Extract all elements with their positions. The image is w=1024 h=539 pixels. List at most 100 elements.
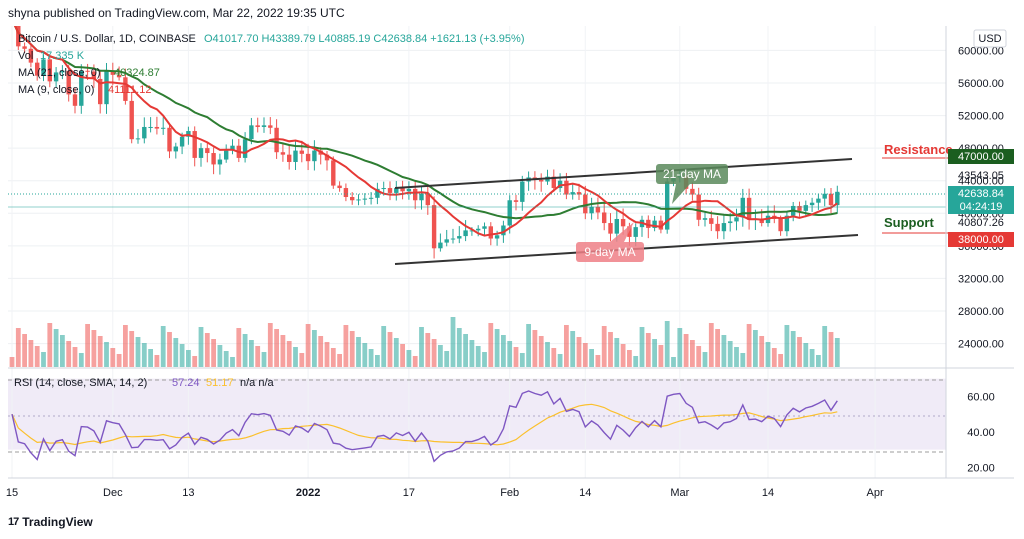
volume-bar	[167, 332, 172, 367]
volume-bar	[582, 343, 588, 367]
footer: 17 TradingView	[8, 515, 93, 529]
candle-body	[230, 145, 235, 151]
volume-bar	[771, 348, 777, 367]
volume-bar	[242, 334, 248, 367]
volume-bar	[217, 345, 223, 367]
candle-body	[721, 223, 727, 232]
candle-body	[816, 198, 821, 203]
candle-body	[431, 205, 437, 249]
volume-bar	[645, 333, 651, 367]
support-price-tag: 38000.00	[948, 232, 1014, 247]
candle-body	[646, 219, 651, 228]
volume-bar	[469, 340, 475, 367]
candle-body	[463, 230, 468, 237]
volume-bar	[803, 343, 809, 367]
legend-ma21-label: MA (21, close, 0)	[18, 67, 101, 79]
last-price-tag: 42638.84 04:24:19	[948, 186, 1014, 214]
legend-vol-value: 17.335 K	[40, 50, 85, 62]
volume-bar	[494, 329, 500, 367]
candle-body	[312, 150, 317, 162]
volume-bar	[47, 323, 53, 367]
volume-bar	[337, 354, 342, 367]
volume-bar	[60, 335, 65, 367]
candle-body	[595, 206, 601, 213]
time-tick-label: 13	[182, 487, 194, 499]
volume-bar	[324, 342, 330, 367]
volume-bar	[816, 355, 821, 367]
volume-bar	[463, 334, 468, 367]
candle-body	[173, 146, 178, 152]
rsi-na: n/a n/a	[240, 377, 275, 389]
candle-body	[476, 228, 481, 231]
candle-body	[362, 198, 367, 200]
ma21-line	[11, 19, 838, 220]
countdown-text: 04:24:19	[960, 201, 1003, 213]
volume-bar	[614, 338, 620, 367]
candle-body	[690, 188, 695, 195]
candle-body	[205, 148, 210, 154]
rsi-value-1: 57.24	[172, 377, 200, 389]
volume-bar	[249, 340, 254, 367]
volume-bar	[519, 353, 525, 367]
volume-bar	[444, 351, 450, 367]
volume-bar	[28, 340, 34, 367]
candle-body	[828, 193, 834, 206]
volume-bar	[362, 343, 368, 367]
volume-bar	[740, 353, 746, 367]
candles[interactable]	[9, 11, 840, 259]
candle-body	[47, 59, 52, 82]
volume-bar	[400, 344, 405, 367]
rsi-tick-label: 60.00	[967, 391, 995, 403]
volume-bar	[601, 326, 607, 367]
candle-body	[280, 152, 286, 155]
candle-body	[665, 181, 670, 230]
volume-bar	[91, 330, 97, 367]
candle-body	[66, 70, 71, 95]
volume-bar	[66, 341, 72, 367]
candle-body	[419, 193, 424, 201]
volume-bar	[22, 334, 27, 367]
volume-bar	[759, 336, 765, 367]
candle-body	[702, 218, 708, 220]
volume-bar	[526, 324, 531, 367]
volume-bar	[368, 349, 374, 367]
volume-bar	[778, 354, 783, 367]
candle-body	[740, 197, 745, 218]
price-chart[interactable]: 21-day MA 9-day MA 60000.00 56000.00 52000…	[0, 11, 1024, 516]
candle-body	[249, 125, 254, 140]
candle-body	[116, 74, 122, 78]
candle-body	[53, 72, 59, 82]
volume-bar	[349, 331, 355, 367]
volume-bar	[286, 341, 292, 367]
volume-bar	[211, 339, 216, 367]
resistance-label: Resistance	[884, 142, 953, 157]
volume-bar	[236, 328, 242, 367]
volume-bar	[570, 331, 576, 367]
candle-body	[192, 131, 197, 158]
volume-bar	[690, 340, 695, 367]
candle-body	[507, 200, 512, 226]
volume-bar	[299, 353, 305, 367]
price-tick-label: 60000.00	[958, 45, 1004, 57]
candle-body	[413, 188, 418, 201]
candle-body	[482, 226, 487, 229]
volume-bar	[198, 327, 204, 367]
candle-body	[513, 200, 519, 202]
time-axis[interactable]: 15 Dec 13 2022 17 Feb 14 Mar 14 Apr	[6, 487, 884, 499]
candle-body	[123, 77, 128, 101]
volume-bar	[501, 335, 506, 367]
candle-body	[148, 126, 153, 128]
candle-body	[98, 78, 103, 105]
currency-button[interactable]: USD	[973, 29, 1007, 48]
candle-body	[734, 217, 739, 222]
candle-body	[91, 71, 97, 79]
time-tick-label: Dec	[103, 487, 123, 499]
chart-area[interactable]: 21-day MA 9-day MA 60000.00 56000.00 52000…	[0, 11, 1024, 516]
volume-bar	[576, 337, 582, 367]
volume-bar	[620, 344, 626, 367]
candle-body	[331, 160, 336, 186]
candle-body	[293, 150, 298, 162]
volume-bar	[375, 355, 380, 367]
volume-bar	[34, 346, 40, 367]
volume-bar	[456, 328, 462, 367]
